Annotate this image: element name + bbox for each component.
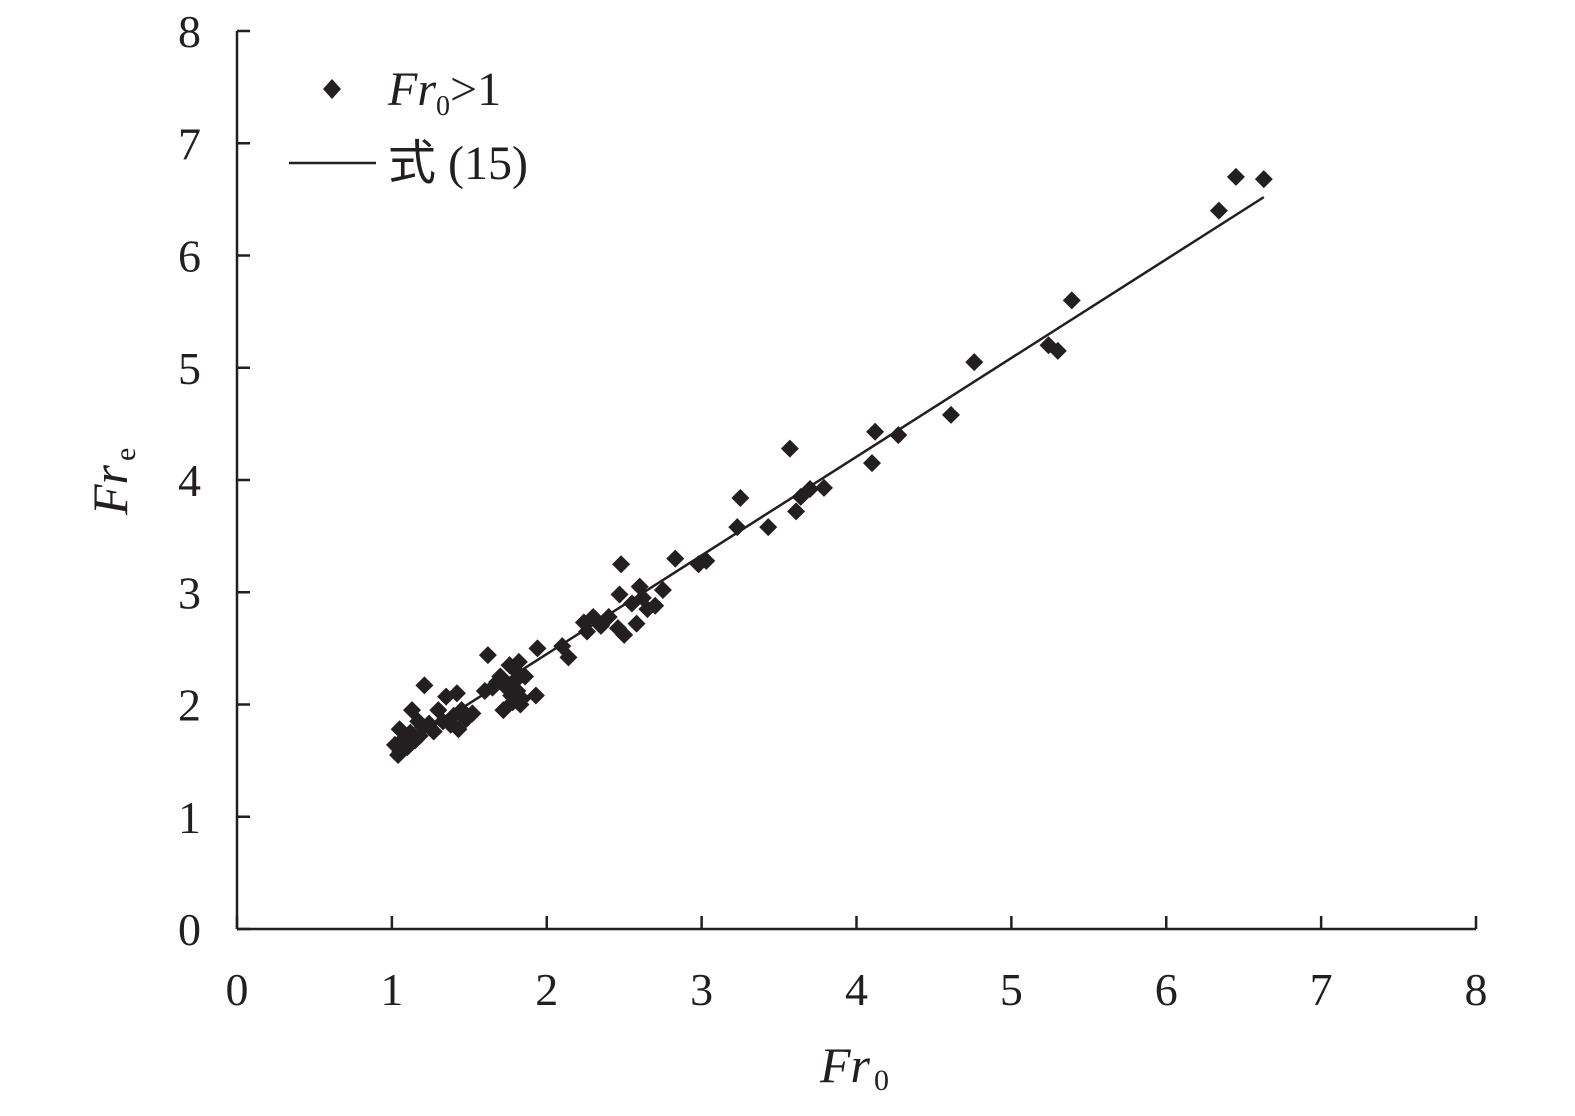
x-tick-label: 5 bbox=[1000, 964, 1023, 1015]
data-point bbox=[666, 549, 685, 568]
legend-label-data: Fr0>1 bbox=[387, 63, 501, 122]
y-tick-label: 4 bbox=[178, 455, 201, 506]
data-point bbox=[787, 502, 806, 521]
data-point bbox=[862, 454, 881, 473]
data-point bbox=[814, 478, 833, 497]
x-tick-label: 6 bbox=[1155, 964, 1178, 1015]
y-tick-label: 7 bbox=[178, 118, 201, 169]
data-point bbox=[1062, 291, 1081, 310]
x-tick-label: 0 bbox=[226, 964, 249, 1015]
data-point bbox=[759, 518, 778, 537]
data-point bbox=[612, 555, 631, 574]
data-point bbox=[627, 614, 646, 633]
x-axis-ticks: 0 1 2 3 4 5 6 7 8 bbox=[226, 916, 1488, 1015]
data-point bbox=[1226, 167, 1245, 186]
data-point bbox=[447, 684, 466, 703]
x-axis-title-main: Fr bbox=[819, 1037, 871, 1093]
y-tick-label: 0 bbox=[178, 904, 201, 955]
data-point bbox=[478, 646, 497, 665]
y-tick-label: 3 bbox=[178, 567, 201, 618]
data-point bbox=[653, 581, 672, 600]
data-point bbox=[424, 722, 443, 741]
data-point bbox=[463, 704, 482, 723]
data-point bbox=[731, 488, 750, 507]
y-axis-ticks: 0 1 2 3 4 5 6 7 8 bbox=[178, 6, 250, 955]
data-point bbox=[500, 656, 519, 675]
data-point bbox=[516, 667, 535, 686]
data-point bbox=[559, 648, 578, 667]
y-axis-title: Fr e bbox=[82, 448, 142, 516]
data-point bbox=[509, 652, 528, 671]
legend-label-data-main: Fr bbox=[387, 63, 436, 116]
data-point bbox=[1209, 201, 1228, 220]
data-point bbox=[610, 585, 629, 604]
x-tick-label: 7 bbox=[1310, 964, 1333, 1015]
x-axis-title: Fr 0 bbox=[819, 1037, 889, 1097]
x-tick-label: 3 bbox=[690, 964, 713, 1015]
series-fit-line bbox=[391, 196, 1265, 754]
data-point bbox=[1254, 170, 1273, 189]
y-axis-title-sub: e bbox=[109, 448, 142, 461]
data-point bbox=[941, 405, 960, 424]
legend: Fr0>1 式 (15) bbox=[289, 63, 528, 190]
y-tick-label: 6 bbox=[178, 231, 201, 282]
y-tick-label: 1 bbox=[178, 792, 201, 843]
fit-line bbox=[391, 196, 1265, 754]
data-point bbox=[866, 422, 885, 441]
x-tick-label: 2 bbox=[535, 964, 558, 1015]
data-point bbox=[889, 426, 908, 445]
data-point bbox=[578, 622, 597, 641]
legend-label-data-sub: 0 bbox=[436, 91, 450, 122]
x-tick-label: 1 bbox=[380, 964, 403, 1015]
data-point bbox=[526, 686, 545, 705]
x-tick-label: 8 bbox=[1465, 964, 1488, 1015]
x-tick-label: 4 bbox=[845, 964, 868, 1015]
data-point bbox=[599, 607, 618, 626]
legend-label-fit: 式 (15) bbox=[388, 137, 528, 190]
data-point bbox=[780, 439, 799, 458]
series-points bbox=[385, 167, 1273, 765]
data-point bbox=[801, 479, 820, 498]
x-axis-title-sub: 0 bbox=[874, 1064, 889, 1097]
y-tick-label: 8 bbox=[178, 6, 201, 57]
data-point bbox=[697, 551, 716, 570]
data-point bbox=[646, 596, 665, 615]
data-point bbox=[965, 353, 984, 372]
data-point bbox=[528, 639, 547, 658]
y-axis-title-main: Fr bbox=[82, 464, 138, 516]
y-tick-label: 2 bbox=[178, 680, 201, 731]
legend-label-data-rest: >1 bbox=[450, 63, 501, 116]
data-point bbox=[728, 518, 747, 537]
legend-diamond-marker bbox=[323, 79, 341, 99]
data-point bbox=[512, 689, 531, 708]
y-tick-label: 5 bbox=[178, 343, 201, 394]
data-point bbox=[615, 625, 634, 644]
data-point bbox=[1048, 341, 1067, 360]
data-point bbox=[415, 676, 434, 695]
